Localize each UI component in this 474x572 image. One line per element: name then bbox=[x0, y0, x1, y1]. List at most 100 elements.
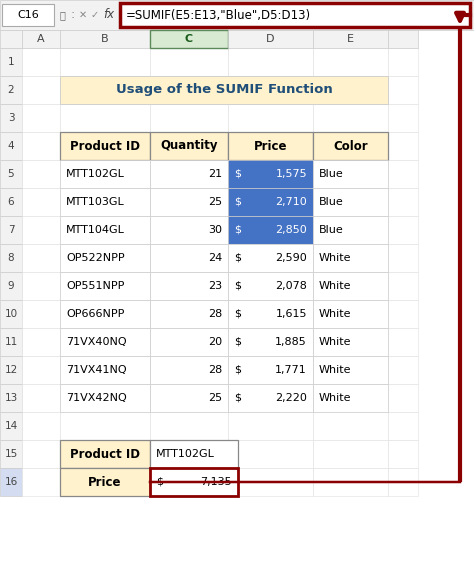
Bar bbox=[228, 272, 313, 300]
Bar bbox=[60, 384, 150, 412]
Text: 6: 6 bbox=[8, 197, 14, 207]
Text: 2: 2 bbox=[8, 85, 14, 95]
Text: Blue: Blue bbox=[319, 225, 344, 235]
Text: 4: 4 bbox=[8, 141, 14, 151]
Bar bbox=[313, 300, 388, 328]
Text: :: : bbox=[71, 9, 75, 22]
Bar bbox=[228, 272, 313, 300]
Text: 2,850: 2,850 bbox=[275, 225, 307, 235]
Bar bbox=[60, 160, 150, 188]
Bar bbox=[150, 384, 228, 412]
Bar bbox=[60, 76, 388, 104]
Text: Price: Price bbox=[88, 475, 122, 488]
Bar bbox=[22, 300, 60, 328]
Bar bbox=[22, 244, 60, 272]
Bar bbox=[60, 216, 150, 244]
Bar bbox=[22, 384, 60, 412]
Bar bbox=[150, 30, 228, 48]
Bar bbox=[150, 188, 228, 216]
Bar bbox=[60, 132, 150, 160]
Text: 1,615: 1,615 bbox=[275, 309, 307, 319]
Bar bbox=[60, 440, 150, 468]
Bar bbox=[313, 356, 388, 384]
Bar bbox=[0, 356, 22, 384]
Text: D: D bbox=[266, 34, 275, 44]
Bar bbox=[0, 244, 22, 272]
Bar bbox=[313, 440, 388, 468]
Bar bbox=[60, 188, 150, 216]
Bar bbox=[150, 300, 228, 328]
Text: 2,220: 2,220 bbox=[275, 393, 307, 403]
Text: =SUMIF(E5:E13,"Blue",D5:D13): =SUMIF(E5:E13,"Blue",D5:D13) bbox=[126, 9, 311, 22]
Text: 1,575: 1,575 bbox=[275, 169, 307, 179]
Text: $: $ bbox=[234, 253, 241, 263]
Bar bbox=[388, 272, 418, 300]
Bar bbox=[313, 412, 388, 440]
Bar bbox=[228, 160, 313, 188]
Text: White: White bbox=[319, 365, 352, 375]
Bar bbox=[228, 244, 313, 272]
Text: 2,710: 2,710 bbox=[275, 197, 307, 207]
Bar bbox=[388, 356, 418, 384]
Text: White: White bbox=[319, 253, 352, 263]
Text: fx: fx bbox=[103, 9, 115, 22]
Bar bbox=[22, 76, 60, 104]
Bar bbox=[22, 356, 60, 384]
Text: White: White bbox=[319, 337, 352, 347]
Text: Blue: Blue bbox=[319, 169, 344, 179]
Text: 25: 25 bbox=[208, 197, 222, 207]
Bar bbox=[22, 104, 60, 132]
Bar bbox=[388, 188, 418, 216]
Bar bbox=[228, 48, 313, 76]
Bar bbox=[150, 356, 228, 384]
Bar bbox=[150, 328, 228, 356]
Text: $: $ bbox=[234, 365, 241, 375]
Bar bbox=[22, 468, 60, 496]
Bar bbox=[150, 244, 228, 272]
Bar bbox=[313, 384, 388, 412]
Bar bbox=[60, 188, 150, 216]
Text: 1,885: 1,885 bbox=[275, 337, 307, 347]
Text: ✓: ✓ bbox=[91, 10, 99, 20]
Text: $: $ bbox=[234, 225, 241, 235]
Bar bbox=[150, 272, 228, 300]
Bar bbox=[150, 160, 228, 188]
Text: Blue: Blue bbox=[319, 197, 344, 207]
Bar bbox=[388, 160, 418, 188]
Text: Quantity: Quantity bbox=[160, 140, 218, 153]
Bar bbox=[228, 300, 313, 328]
Bar bbox=[313, 48, 388, 76]
Text: 28: 28 bbox=[208, 309, 222, 319]
Bar bbox=[0, 132, 22, 160]
Bar bbox=[150, 468, 228, 496]
Bar bbox=[313, 132, 388, 160]
Text: OP551NPP: OP551NPP bbox=[66, 281, 124, 291]
Bar bbox=[313, 272, 388, 300]
Bar bbox=[228, 216, 313, 244]
Bar bbox=[22, 160, 60, 188]
Bar bbox=[150, 468, 238, 496]
Bar bbox=[313, 468, 388, 496]
Bar bbox=[388, 216, 418, 244]
Text: $: $ bbox=[234, 337, 241, 347]
Bar bbox=[0, 0, 474, 30]
Text: White: White bbox=[319, 309, 352, 319]
Text: 3: 3 bbox=[8, 113, 14, 123]
Bar bbox=[60, 440, 150, 468]
Text: $: $ bbox=[156, 477, 163, 487]
Text: Color: Color bbox=[333, 140, 368, 153]
Bar bbox=[150, 188, 228, 216]
Bar bbox=[228, 384, 313, 412]
Bar bbox=[313, 328, 388, 356]
Bar bbox=[0, 188, 22, 216]
Text: 15: 15 bbox=[4, 449, 18, 459]
Bar bbox=[313, 76, 388, 104]
Bar bbox=[228, 356, 313, 384]
Bar bbox=[60, 76, 150, 104]
Text: C: C bbox=[185, 34, 193, 44]
Bar bbox=[22, 328, 60, 356]
Bar bbox=[150, 272, 228, 300]
Bar bbox=[120, 3, 470, 27]
Bar bbox=[228, 188, 313, 216]
Bar bbox=[150, 132, 228, 160]
